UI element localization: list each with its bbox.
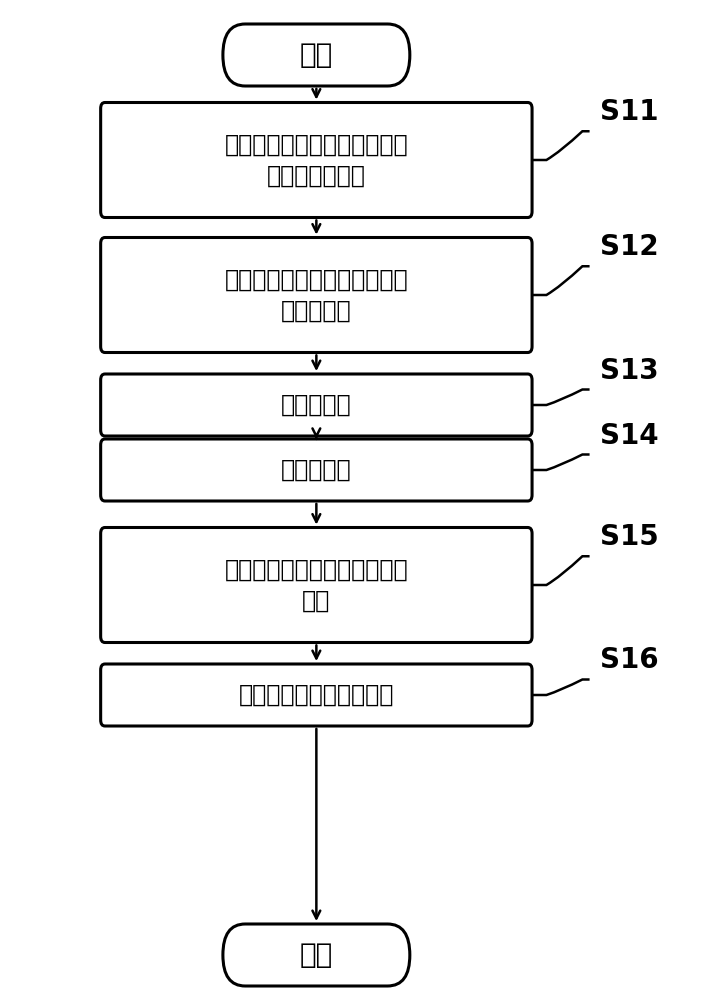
FancyBboxPatch shape (101, 439, 532, 501)
Text: 开始: 开始 (300, 41, 333, 69)
Text: S14: S14 (600, 422, 659, 450)
FancyBboxPatch shape (101, 527, 532, 642)
FancyBboxPatch shape (101, 374, 532, 436)
FancyBboxPatch shape (223, 24, 410, 86)
FancyBboxPatch shape (223, 924, 410, 986)
Text: 沉积栅金属: 沉积栅金属 (281, 458, 352, 482)
Text: S13: S13 (600, 357, 659, 385)
FancyBboxPatch shape (101, 237, 532, 352)
Text: 结束: 结束 (300, 941, 333, 969)
Text: 剥离除去多余光刻胶、介质和
金属: 剥离除去多余光刻胶、介质和 金属 (224, 558, 408, 612)
Text: 沉积栅介质: 沉积栅介质 (281, 393, 352, 417)
Text: S12: S12 (600, 233, 659, 261)
FancyBboxPatch shape (101, 664, 532, 726)
Text: 在绝缘衬底上形成导电沟道，
源电极和漏电极: 在绝缘衬底上形成导电沟道， 源电极和漏电极 (224, 133, 408, 187)
Text: 在衬底上旋涂光刻胶，曝光显
影出栅图形: 在衬底上旋涂光刻胶，曝光显 影出栅图形 (224, 268, 408, 322)
Text: S11: S11 (600, 98, 659, 126)
FancyBboxPatch shape (101, 103, 532, 218)
Text: S16: S16 (600, 646, 659, 674)
Text: 电子束蒸发自对准金属层: 电子束蒸发自对准金属层 (239, 683, 394, 707)
Text: S15: S15 (600, 523, 659, 551)
